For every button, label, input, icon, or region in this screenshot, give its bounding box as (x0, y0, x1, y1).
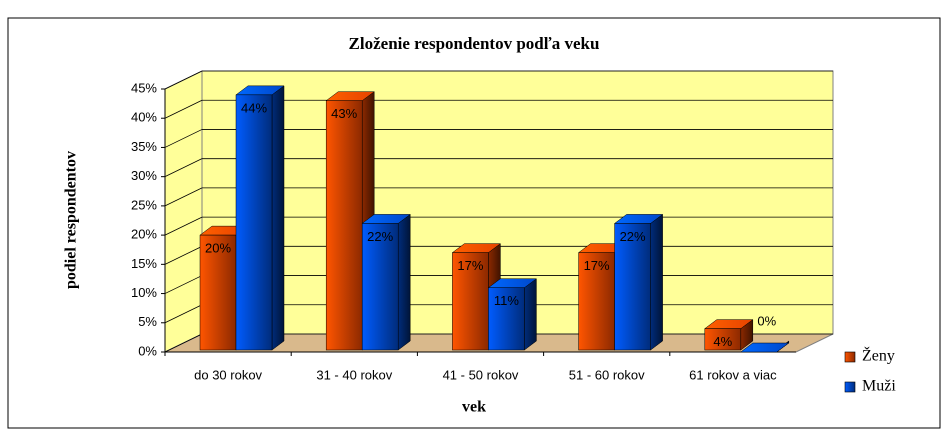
bar (704, 328, 742, 351)
y-tick-label: 45% (131, 80, 157, 95)
grid-line (164, 158, 203, 178)
bar (488, 287, 525, 351)
bar-side (271, 85, 285, 351)
grid-line (164, 187, 203, 207)
data-label: 4% (713, 334, 732, 349)
y-axis-label: podiel respondentov (63, 151, 80, 289)
x-tick-label: 51 - 60 rokov (569, 367, 645, 382)
legend-label: Ženy (862, 346, 895, 365)
x-tick-label: 31 - 40 rokov (316, 367, 392, 382)
y-tick-label: 40% (131, 110, 157, 125)
legend-swatch (844, 381, 856, 393)
grid-line (164, 304, 203, 324)
grid-line (164, 275, 203, 294)
bar-side (650, 213, 663, 351)
legend-label: Muži (862, 378, 896, 395)
bar (325, 100, 363, 351)
y-tick-label: 30% (131, 168, 157, 183)
grid-line (164, 70, 203, 90)
bar (361, 223, 399, 351)
x-axis-label: vek (462, 399, 486, 416)
grid-line (164, 99, 203, 119)
chart-title: Zloženie respondentov podľa veku (349, 34, 600, 53)
y-tick-label: 20% (131, 227, 157, 242)
x-tick-label: 41 - 50 rokov (443, 367, 519, 382)
y-tick-label: 5% (138, 314, 157, 329)
x-tick-label: 61 rokov a viac (689, 367, 777, 382)
data-label: 11% (494, 293, 519, 308)
x-tick-label: do 30 rokov (194, 367, 262, 382)
bar (199, 234, 237, 351)
side-wall (164, 70, 203, 353)
grid-line (164, 216, 203, 236)
y-tick-label: 35% (131, 139, 157, 154)
data-label: 43% (331, 106, 357, 121)
bar (578, 252, 615, 351)
y-tick-label: 25% (131, 197, 157, 212)
y-tick-label: 15% (131, 256, 157, 271)
bar (235, 94, 273, 351)
data-label: 20% (205, 241, 231, 256)
bar (452, 252, 489, 351)
grid-line (164, 245, 203, 265)
legend-swatch (844, 351, 856, 363)
data-label: 17% (457, 258, 483, 273)
bar-side (397, 213, 411, 351)
grid-line (164, 129, 203, 148)
bar-side (524, 278, 537, 351)
data-label: 17% (584, 258, 610, 273)
data-label: 0% (757, 313, 776, 328)
data-label: 44% (241, 100, 267, 115)
bar-top (740, 342, 790, 353)
y-tick-label: 0% (138, 343, 157, 358)
data-label: 22% (620, 229, 646, 244)
data-label: 22% (367, 229, 393, 244)
bar (614, 223, 651, 351)
y-tick-label: 10% (131, 285, 157, 300)
grid-line (164, 333, 203, 353)
